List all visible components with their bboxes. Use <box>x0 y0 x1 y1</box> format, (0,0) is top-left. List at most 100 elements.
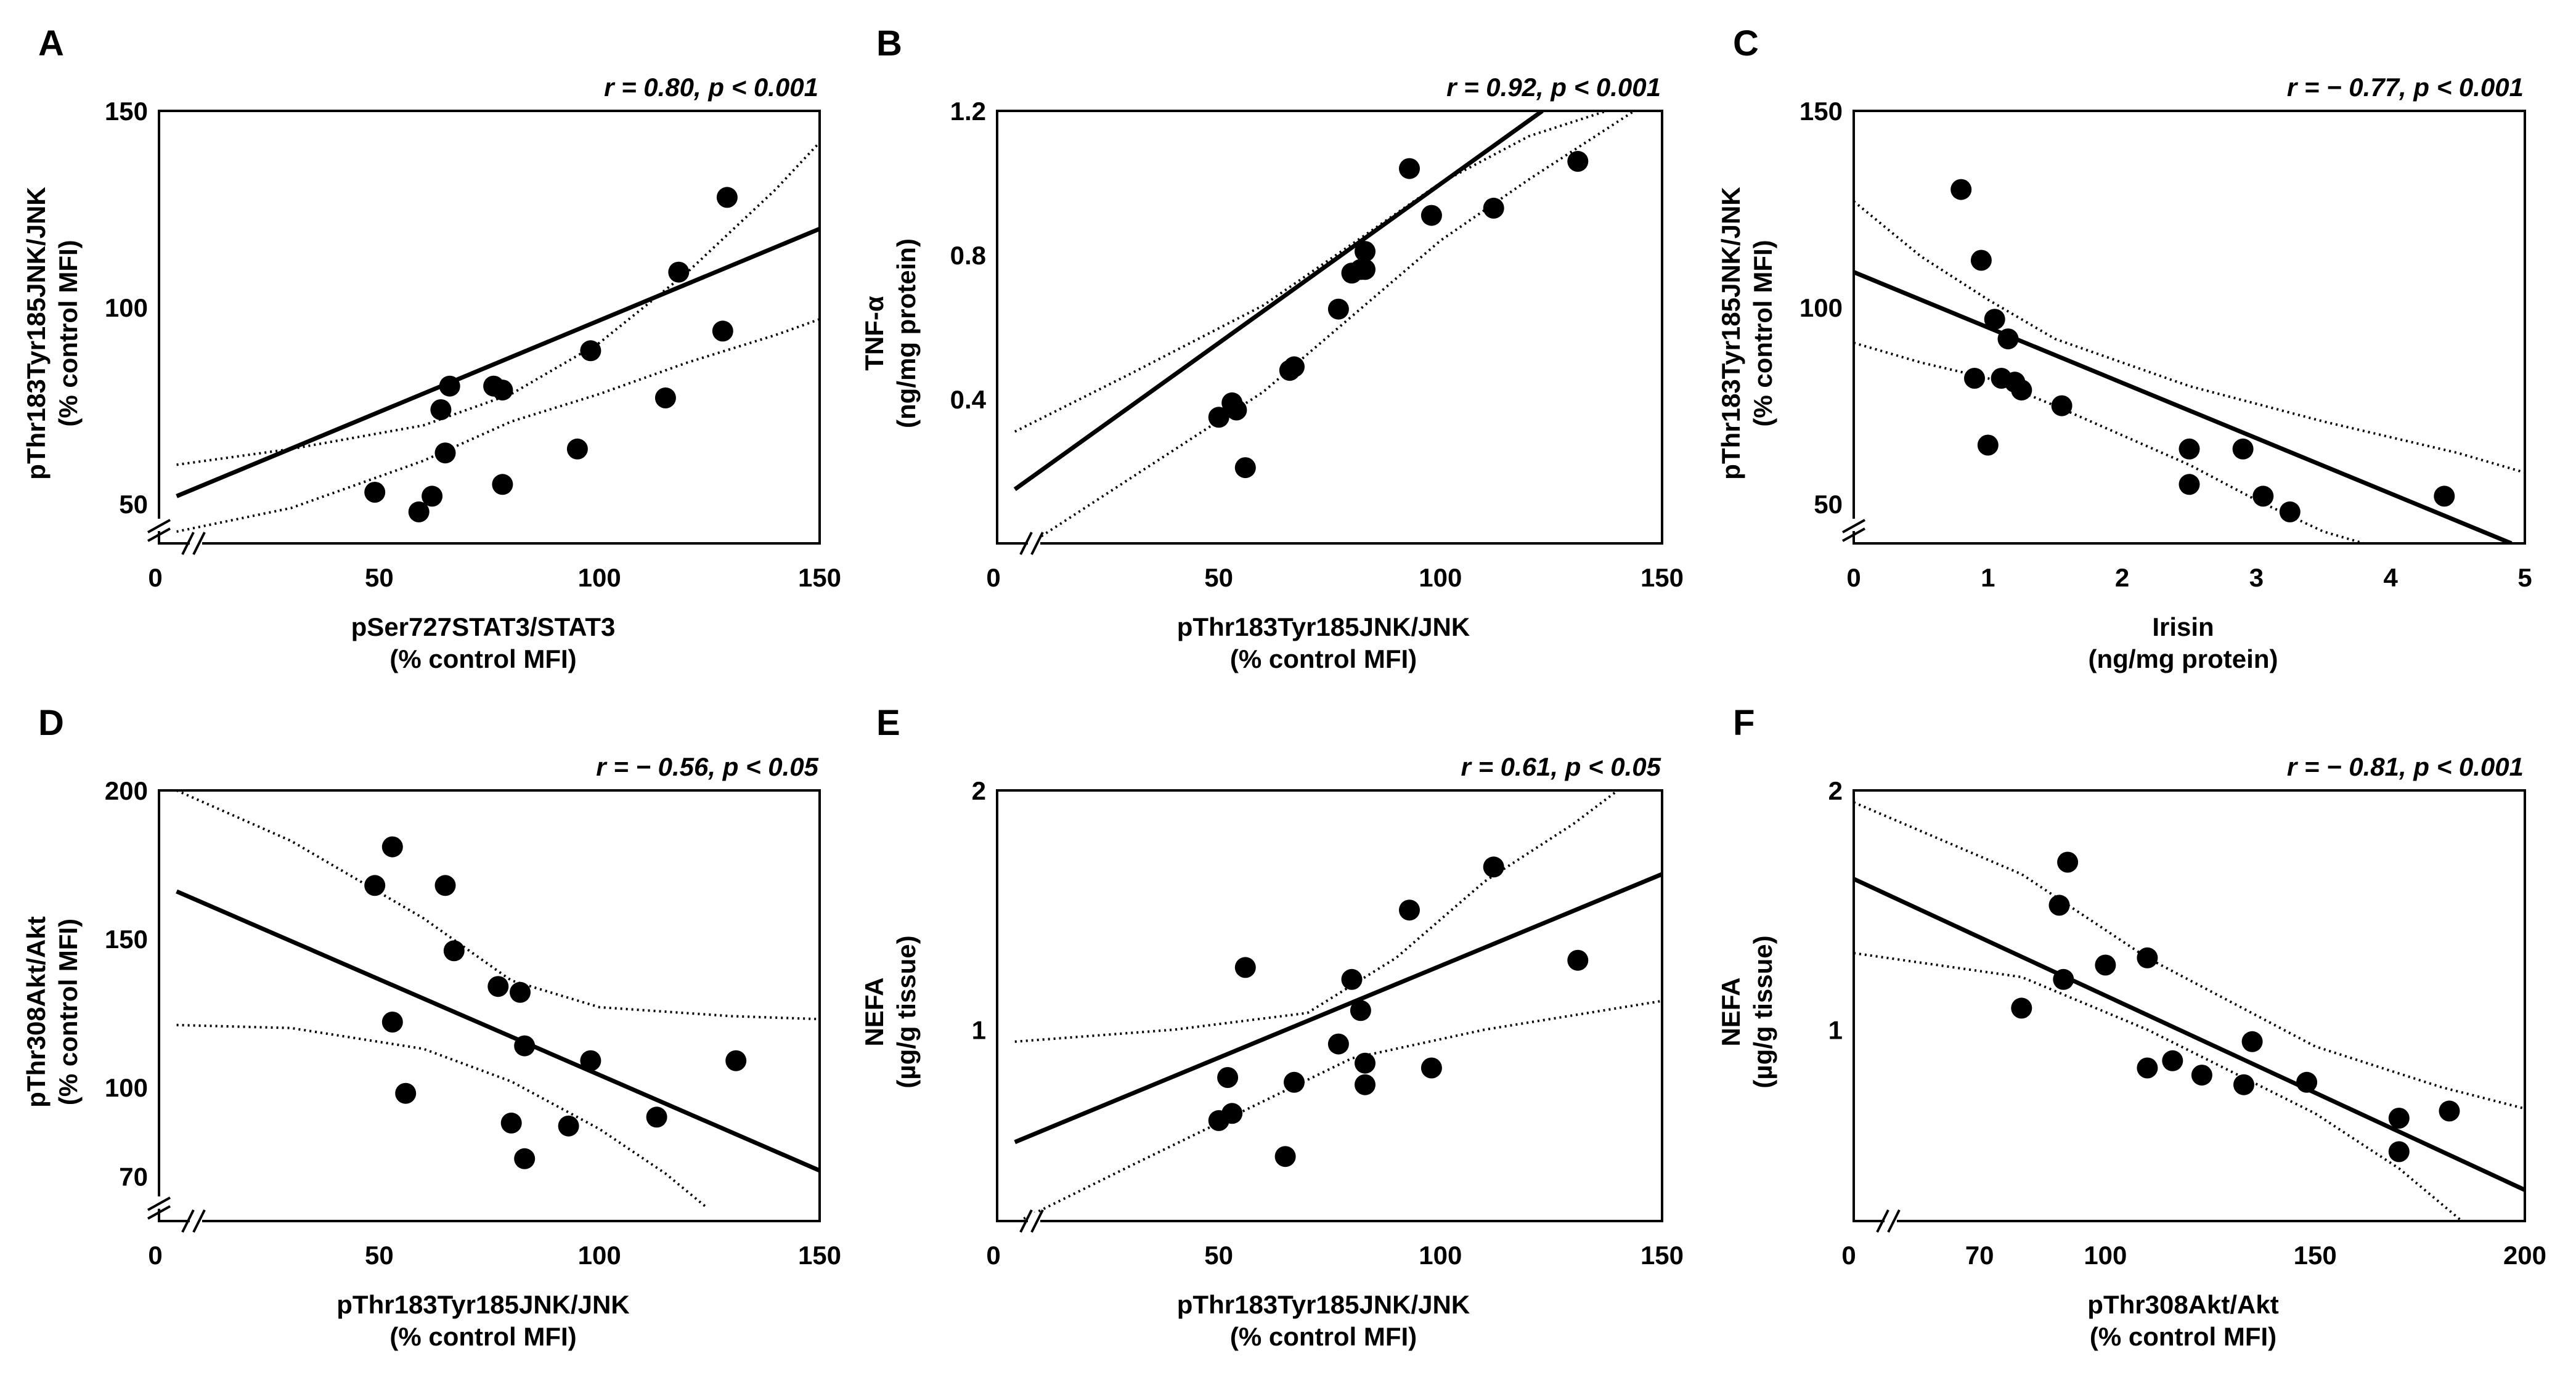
x-tick-label: 150 <box>1641 1241 1684 1270</box>
y-axis-break <box>147 1196 171 1211</box>
data-point <box>434 875 456 896</box>
x-tick-label: 100 <box>2084 1241 2127 1270</box>
correlation-stat: r = − 0.77, p < 0.001 <box>2287 73 2524 102</box>
ci-lower-band <box>176 318 820 533</box>
x-axis-label: pThr183Tyr185JNK/JNK <box>336 1290 629 1319</box>
x-tick-label: 0 <box>986 1241 1000 1270</box>
plot-frame <box>158 789 821 1222</box>
plot-frame <box>1853 789 2526 1222</box>
data-point <box>725 1050 747 1071</box>
y-tick-label: 0.4 <box>950 385 987 414</box>
data-point <box>558 1115 579 1137</box>
regression-line <box>1013 111 1544 492</box>
x-tick-label: 150 <box>2294 1241 2337 1270</box>
y-tick-label: 150 <box>1800 97 1843 126</box>
x-tick-label: 150 <box>798 1241 841 1270</box>
data-point <box>2162 1050 2183 1071</box>
x-axis-label: pThr183Tyr185JNK/JNK <box>1177 612 1470 641</box>
data-point <box>2011 380 2032 401</box>
plot-frame <box>996 110 1663 545</box>
y-axis-label: (% control MFI) <box>54 919 83 1105</box>
correlation-stat: r = 0.61, p < 0.05 <box>1461 752 1661 781</box>
y-tick-label: 70 <box>119 1163 148 1191</box>
panel-letter: A <box>38 23 64 63</box>
y-axis-label: NEFA <box>1716 977 1745 1046</box>
y-tick-label: 1 <box>1828 1015 1843 1044</box>
y-tick-label: 2 <box>1828 776 1843 805</box>
data-point <box>2048 895 2070 916</box>
y-tick-label: 2 <box>972 776 986 805</box>
x-tick-label: 50 <box>365 1241 394 1270</box>
data-point <box>1950 179 1972 200</box>
y-axis-label: pThr183Tyr185JNK/JNK <box>22 187 51 479</box>
y-axis-break <box>147 1205 171 1220</box>
x-tick-label: 100 <box>1419 1241 1462 1270</box>
data-point <box>514 1035 536 1057</box>
data-point <box>2439 1100 2460 1122</box>
panel-c: Cr = − 0.77, p < 0.001 0 1 2 3 4 5 50 100 150 Iris… <box>1716 23 2532 673</box>
y-tick-label: 0.8 <box>950 241 986 270</box>
y-zero-tick-label: 0 <box>1841 1241 1856 1270</box>
x-tick-label: 3 <box>2249 563 2264 592</box>
data-point <box>2051 395 2073 416</box>
panel-a: Ar = 0.80, p < 0.001 0 50 100 150 50 100 150 pSe… <box>22 23 841 673</box>
data-point <box>1284 356 1305 378</box>
x-axis-break <box>1876 1209 1889 1233</box>
x-axis-break <box>1030 1209 1044 1233</box>
x-tick-label: 2 <box>2115 563 2129 592</box>
data-point <box>1208 407 1229 428</box>
ci-upper-band <box>176 141 820 466</box>
data-point <box>2179 438 2200 460</box>
data-point <box>364 482 386 503</box>
data-point <box>2388 1141 2410 1163</box>
y-tick-label: 200 <box>105 776 148 805</box>
data-point <box>1399 158 1420 179</box>
correlation-stat: r = − 0.56, p < 0.05 <box>596 752 818 781</box>
x-tick-label: 70 <box>1965 1241 1994 1270</box>
data-point <box>580 1050 601 1071</box>
ci-upper-band <box>176 790 820 1021</box>
data-point <box>1970 250 1992 271</box>
data-point <box>566 438 588 460</box>
panel-letter: B <box>876 23 902 63</box>
data-point <box>2191 1065 2212 1086</box>
y-tick-label: 100 <box>1800 293 1843 322</box>
x-axis-label: (ng/mg protein) <box>2089 644 2278 673</box>
data-point <box>1327 298 1349 320</box>
data-point <box>395 1082 417 1104</box>
data-point <box>2241 1031 2263 1052</box>
y-tick-label: 150 <box>105 97 148 126</box>
y-tick-label: 50 <box>119 490 148 519</box>
x-axis-break <box>192 532 206 555</box>
y-axis-break <box>1842 527 1865 542</box>
data-point <box>443 940 465 962</box>
x-axis-label: pSer727STAT3/STAT3 <box>351 612 616 641</box>
data-point <box>1997 328 2019 350</box>
data-point <box>1234 457 1256 479</box>
x-tick-label: 0 <box>1846 563 1861 592</box>
panel-letter: E <box>876 703 900 743</box>
data-point <box>1420 205 1442 226</box>
y-axis-label: TNF-α <box>860 296 889 371</box>
data-point <box>716 187 738 208</box>
x-axis-label: (% control MFI) <box>2090 1322 2276 1351</box>
data-point <box>430 399 452 420</box>
correlation-stat: r = 0.80, p < 0.001 <box>604 73 818 102</box>
regression-line <box>1854 270 2513 543</box>
data-point <box>2179 474 2200 495</box>
x-axis-break <box>181 1209 195 1233</box>
data-point <box>2296 1071 2318 1093</box>
data-point <box>2232 438 2254 460</box>
x-axis-label: pThr308Akt/Akt <box>2087 1290 2278 1319</box>
x-tick-label: 150 <box>1641 563 1684 592</box>
panel-letter: F <box>1733 703 1755 743</box>
data-point <box>487 976 509 997</box>
x-tick-label: 100 <box>578 563 621 592</box>
y-tick-label: 1.2 <box>950 97 986 126</box>
plot-frame <box>158 110 821 545</box>
data-point <box>580 340 601 362</box>
data-point <box>646 1106 667 1128</box>
regression-line <box>1014 872 1662 1145</box>
data-point <box>1355 259 1376 280</box>
data-point <box>514 1148 536 1169</box>
